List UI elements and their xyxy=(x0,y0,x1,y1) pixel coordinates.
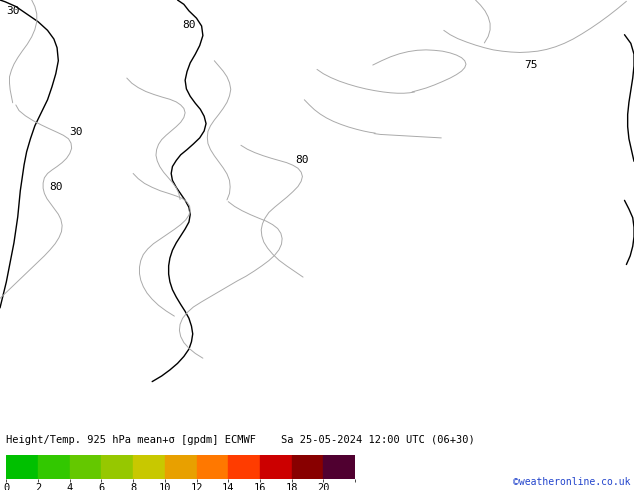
Text: Height/Temp. 925 hPa mean+σ [gpdm] ECMWF    Sa 25-05-2024 12:00 UTC (06+30): Height/Temp. 925 hPa mean+σ [gpdm] ECMWF… xyxy=(6,435,475,445)
Bar xyxy=(292,455,323,479)
Text: 30: 30 xyxy=(69,127,83,137)
Bar xyxy=(101,455,133,479)
Bar xyxy=(228,455,260,479)
Bar xyxy=(6,455,38,479)
Bar xyxy=(197,455,228,479)
Bar xyxy=(165,455,197,479)
Bar xyxy=(323,455,355,479)
Bar xyxy=(70,455,101,479)
Bar xyxy=(38,455,70,479)
Text: 30: 30 xyxy=(6,6,20,16)
Bar xyxy=(260,455,292,479)
Text: 75: 75 xyxy=(524,60,538,70)
Bar xyxy=(133,455,165,479)
Text: 80: 80 xyxy=(49,182,63,193)
Text: ©weatheronline.co.uk: ©weatheronline.co.uk xyxy=(514,477,631,487)
Text: 80: 80 xyxy=(295,155,309,166)
Text: 80: 80 xyxy=(182,20,196,30)
